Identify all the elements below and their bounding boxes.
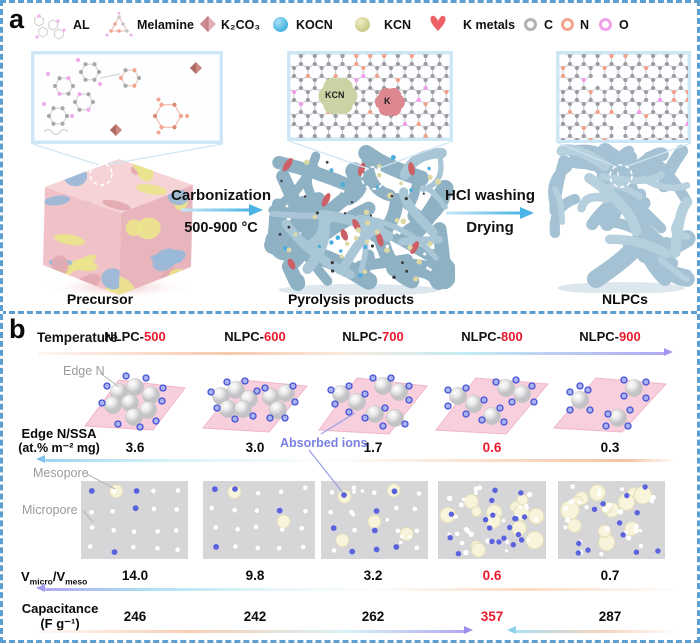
- v-ratio-label: Vmicro/Vmeso: [21, 569, 88, 587]
- legend-label-al: AL: [73, 18, 90, 32]
- legend-label-melamine: Melamine: [137, 18, 194, 32]
- capacitance-value-800: 357: [480, 609, 504, 624]
- ssa-value-900: 0.3: [600, 440, 620, 455]
- sample-nlpc-800: NLPC-800: [461, 329, 523, 344]
- legend-label-o: O: [619, 18, 629, 32]
- inset-precursor-molecules: [31, 51, 223, 144]
- legend-label-kcn: KCN: [384, 18, 412, 32]
- al-icon: [34, 14, 66, 40]
- vratio-value-800: 0.6: [482, 568, 502, 583]
- edge-n-note: Edge N: [63, 364, 105, 378]
- o-atom-icon: [599, 18, 612, 31]
- vratio-value-700: 3.2: [363, 568, 383, 583]
- edge-n-ssa-label: Edge N/SSA (at.% m⁻² mg): [18, 426, 100, 455]
- capacitance-left-arrowhead: [464, 625, 473, 634]
- hcl-washing-arrow: [446, 207, 534, 219]
- capacitance-right-arrowhead: [507, 625, 516, 634]
- vratio-value-500: 14.0: [121, 568, 149, 583]
- precursor-structure: [41, 159, 197, 299]
- c-atom-icon: [524, 18, 537, 31]
- stage-pyrolysis-label: Pyrolysis products: [287, 291, 415, 307]
- pyrolysis-lattice-drawing: [290, 54, 450, 138]
- k-blob-label: K: [384, 96, 391, 106]
- inset-nlpc-lattice: [556, 51, 691, 143]
- capacitance-value-900: 287: [598, 609, 622, 624]
- ssa-value-600: 3.0: [245, 440, 265, 455]
- stage-nlpcs-label: NLPCs: [602, 291, 648, 307]
- capacitance-label: Capacitance (F g⁻¹): [21, 601, 99, 631]
- legend-label-kocn: KOCN: [296, 18, 333, 32]
- legend-label-k2co3: K₂CO₃: [221, 18, 261, 32]
- capacitance-value-700: 262: [361, 609, 385, 624]
- temperature-arrowhead: [664, 347, 673, 356]
- k2co3-icon: [200, 16, 216, 32]
- n-atom-icon: [561, 18, 574, 31]
- capacitance-value-600: 242: [243, 609, 267, 624]
- sample-nlpc-900: NLPC-900: [579, 329, 641, 344]
- legend-label-n: N: [580, 18, 590, 32]
- absorbed-ions-note: Absorbed ions: [280, 436, 368, 450]
- vratio-arrowhead: [36, 583, 45, 592]
- precursor-molecules-drawing: [42, 58, 202, 136]
- nlpc-lattice-drawing: [559, 54, 688, 140]
- pore-diagrams: [81, 481, 665, 559]
- panel-a-label: a: [9, 4, 25, 34]
- ssa-value-700: 1.7: [363, 440, 383, 455]
- edge-n-schematics: [84, 372, 668, 435]
- sample-nlpc-500: NLPC-500: [104, 329, 166, 344]
- inset-pyrolysis-lattice: [287, 51, 453, 141]
- kcn-blob-label: KCN: [325, 90, 345, 100]
- capacitance-value-500: 246: [123, 609, 147, 624]
- ssa-gradient-arrow: [45, 459, 677, 462]
- drying-label: Drying: [466, 219, 514, 236]
- ssa-value-500: 3.6: [125, 440, 145, 455]
- pyrolysis-structure: [264, 145, 455, 295]
- vratio-value-900: 0.7: [600, 568, 620, 583]
- sample-nlpc-700: NLPC-700: [342, 329, 404, 344]
- k-metals-icon: [430, 15, 446, 31]
- ssa-value-800: 0.6: [482, 440, 502, 455]
- vratio-gradient-arrow: [45, 588, 677, 591]
- mesopore-note: Mesopore: [33, 466, 89, 480]
- kocn-icon: [273, 17, 288, 32]
- temperature-label: Temperature: [37, 330, 118, 345]
- vratio-value-600: 9.8: [245, 568, 265, 583]
- legend-label-c: C: [544, 18, 554, 32]
- panel-divider: [3, 311, 697, 314]
- carbonization-arrow: [181, 204, 263, 216]
- hcl-washing-label: HCl washing: [444, 187, 535, 204]
- capacitance-left-arrow: [38, 630, 466, 633]
- kcn-icon: [355, 17, 370, 32]
- sample-nlpc-600: NLPC-600: [224, 329, 286, 344]
- ssa-arrowhead: [36, 454, 45, 463]
- panel-b-label: b: [9, 314, 26, 344]
- carbonization-temp-label: 500-900 °C: [184, 220, 258, 236]
- micropore-note: Micropore: [22, 503, 78, 517]
- stage-precursor-label: Precursor: [66, 291, 134, 307]
- legend-label-kmetals: K metals: [463, 18, 516, 32]
- temperature-gradient-arrow: [38, 352, 666, 355]
- melamine-icon: [105, 12, 133, 37]
- carbonization-label: Carbonization: [171, 187, 271, 204]
- nlpcs-structure: [548, 143, 696, 293]
- capacitance-right-arrow: [516, 630, 674, 633]
